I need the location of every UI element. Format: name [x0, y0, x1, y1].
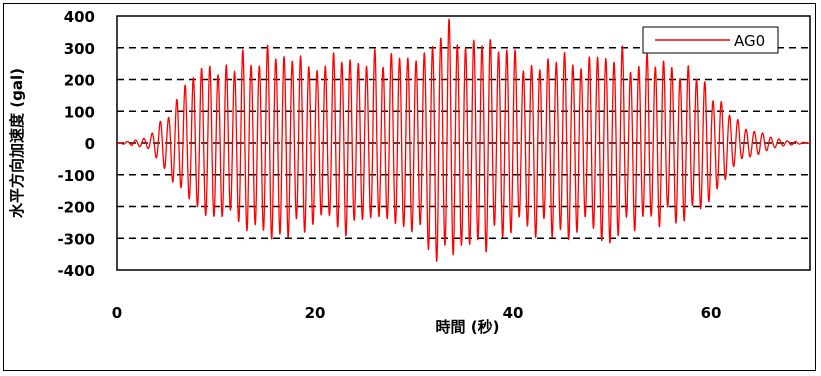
y-tick-label-300: 300: [64, 40, 95, 58]
y-tick-label-400: 400: [64, 8, 95, 26]
y-axis-ticks: 400 300 200 100 0 -100 -200 -300 -400: [57, 8, 95, 280]
y-tick-label-100: 100: [64, 103, 95, 121]
x-tick-label-60: 60: [701, 304, 722, 322]
y-tick-label-0: 0: [85, 135, 95, 153]
x-tick-label-20: 20: [305, 304, 326, 322]
y-tick-label--200: -200: [57, 199, 95, 217]
x-axis-title: 時間 (秒): [436, 318, 500, 336]
y-tick-label--100: -100: [57, 167, 95, 185]
y-tick-label--400: -400: [57, 262, 95, 280]
x-axis-ticks: 0 20 40 60: [112, 304, 722, 322]
legend-label-ag0: AG0: [734, 32, 765, 50]
y-tick-label--300: -300: [57, 230, 95, 248]
y-axis-title: 水平方向加速度 (gal): [8, 68, 26, 218]
y-tick-label-200: 200: [64, 72, 95, 90]
x-tick-label-0: 0: [112, 304, 122, 322]
legend: AG0: [643, 27, 778, 53]
x-tick-label-40: 40: [503, 304, 524, 322]
